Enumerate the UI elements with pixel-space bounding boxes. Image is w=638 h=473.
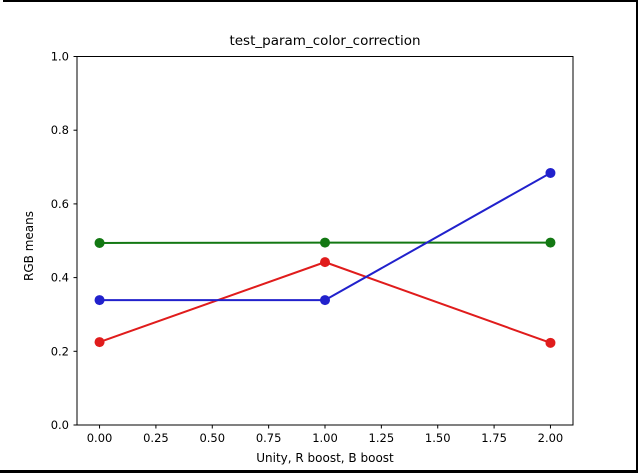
y-tick-label: 0.8 (51, 123, 69, 137)
x-tick-label: 0.75 (256, 431, 282, 445)
chart-title: test_param_color_correction (229, 33, 421, 49)
y-tick-label: 0.0 (51, 418, 69, 432)
data-point-red-mean (94, 337, 105, 348)
y-tick-label: 0.2 (51, 344, 69, 358)
data-point-green-mean (94, 237, 105, 248)
series-line-blue-mean (98, 171, 552, 302)
x-tick-label: 2.00 (538, 431, 564, 445)
x-tick-label: 1.25 (369, 431, 395, 445)
data-point-red-mean (320, 257, 330, 268)
y-tick-label: 0.6 (51, 197, 69, 211)
data-point-green-mean (320, 237, 330, 248)
window-border-right (636, 0, 638, 473)
x-tick-label: 1.75 (481, 431, 507, 445)
x-tick-label: 0.00 (87, 431, 113, 445)
data-point-blue-mean (545, 167, 556, 178)
data-point-blue-mean (94, 295, 105, 306)
x-axis-label: Unity, R boost, B boost (256, 451, 394, 465)
window-border-bottom (0, 470, 638, 473)
y-tick-label: 0.4 (51, 271, 69, 285)
x-tick-label: 0.25 (143, 431, 169, 445)
x-tick-label: 0.50 (199, 431, 225, 445)
data-point-red-mean (545, 337, 556, 348)
x-tick-label: 1.50 (425, 431, 451, 445)
x-tick-label: 1.00 (312, 431, 338, 445)
window-border-top (3, 0, 638, 2)
data-point-green-mean (545, 237, 556, 248)
data-point-blue-mean (320, 295, 330, 306)
y-tick-label: 1.0 (51, 50, 69, 64)
